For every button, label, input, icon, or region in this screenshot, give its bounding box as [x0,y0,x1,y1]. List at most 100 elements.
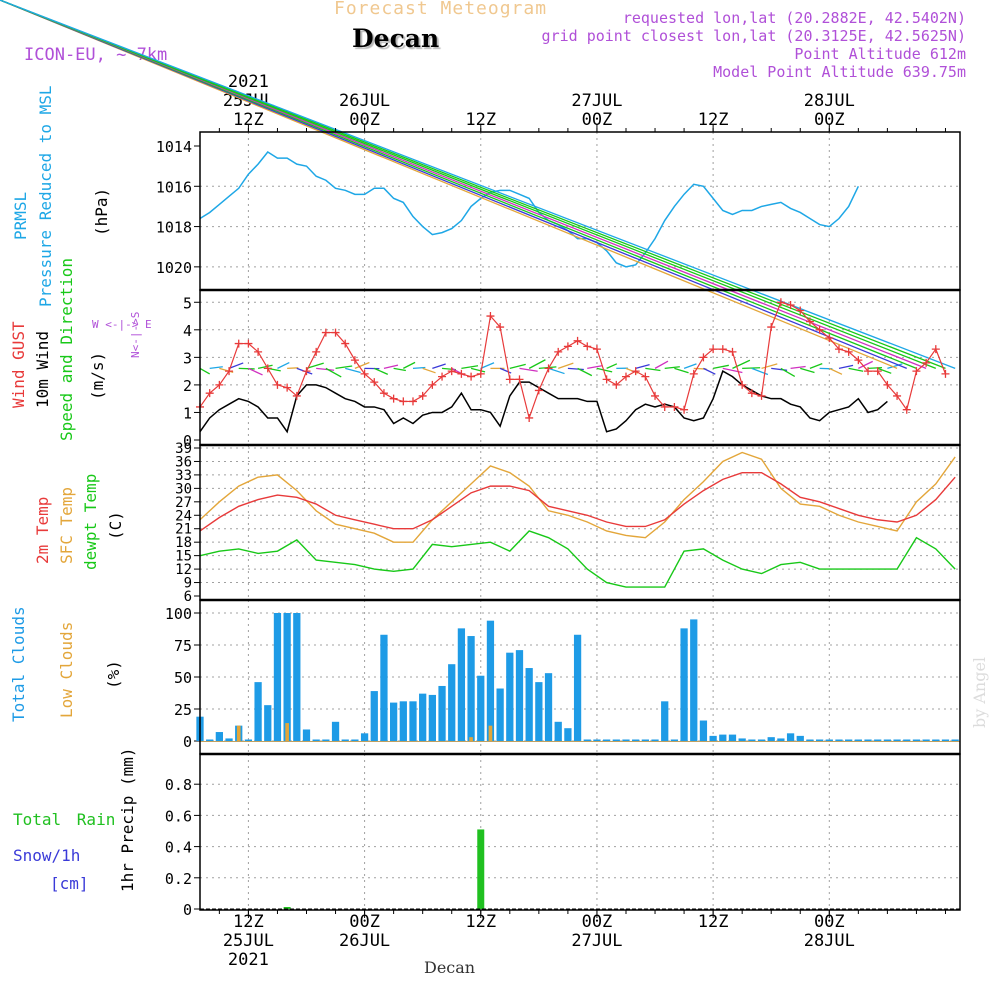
wind-gust-marker [796,306,805,315]
total-cloud-bar [883,739,892,741]
time-axis-label: 00Z 27JUL [552,913,642,951]
total-cloud-bar [544,673,553,741]
cloud-tick-label: 100 [165,605,192,623]
wind-gust-marker [496,323,505,332]
total-cloud-bar [806,739,814,741]
wind-arrow [403,361,416,369]
wind-arrow [0,0,956,369]
time-axis-line: 27JUL [571,91,623,111]
wind-gust-marker [651,391,660,400]
wind-gust-marker [747,389,756,398]
total-cloud-bar [941,739,950,741]
wind-gust-marker [864,367,873,376]
total-cloud-bar [670,739,679,741]
wind-gust-marker [447,367,456,376]
wind-gust-marker [273,380,282,389]
total-cloud-bar [854,739,862,741]
total-cloud-bar [351,739,359,741]
wind-gust-marker [786,301,795,310]
time-axis-line: 00Z [581,110,613,130]
wind-gust-marker [776,298,785,307]
total-cloud-bar [593,739,601,741]
wind-gust-marker [292,391,301,400]
wind-gust-marker [534,386,543,395]
wind-arrow [480,362,495,369]
wind-gust-marker [350,356,359,365]
temp-tick-label: 30 [175,481,192,497]
time-axis-label: 12Z 25JUL 2021 [203,913,293,970]
total-cloud-bar [428,694,436,741]
wind-gust-marker [893,391,902,400]
wind-gust-marker [486,312,495,321]
total-cloud-bar [457,628,466,741]
time-axis-line: 12Z [697,110,729,130]
wind-arrow [374,367,389,375]
wind-arrow [712,364,729,370]
wind-arrow [848,367,864,372]
wind-arrow [722,367,743,374]
total-cloud-bar [602,739,611,741]
pressure-tick-label: 1020 [156,259,192,277]
wind-arrow [345,367,361,374]
wind-arrow [287,367,299,370]
total-cloud-bar [622,739,630,741]
total-cloud-bar [922,739,930,741]
wind-arrow [432,363,446,369]
total-cloud-bar [477,675,485,741]
wind-arrow [257,364,273,370]
model-label: ICON-EU, ~ 7km [24,45,168,65]
time-axis-label: 00Z 28JUL [784,913,874,951]
total-cloud-bar [767,737,775,741]
wind-gust-marker [602,375,611,384]
total-cloud-bar [293,613,301,741]
wind-arrow [742,367,761,370]
wind-tick-label: 1 [183,404,192,422]
t2m-line [199,471,956,532]
wind-gust-marker [205,389,214,398]
low-cloud-bar [236,725,241,741]
total-cloud-bar [254,682,262,741]
wind-gust-marker [321,328,330,337]
wind-gust-marker [834,345,843,354]
faint-title: Forecast Meteogram [334,0,548,19]
total-cloud-bar [786,733,795,741]
wind-gust-marker [263,364,272,373]
wind-gust-marker [234,339,243,348]
cloud-tick-label: 0 [183,733,192,751]
total-cloud-bar [496,688,504,741]
time-axis-line: 12Z [697,912,729,932]
wind-arrow [732,359,751,369]
total-cloud-bar [273,613,282,741]
total-cloud-bar [699,720,708,741]
wind-gust-marker [476,369,485,378]
time-axis-line: 12Z [465,110,497,130]
total-cloud-bar [486,620,495,741]
wind-gust-marker [757,391,766,400]
wind-arrow [800,367,815,374]
wind-arrow [606,363,618,369]
gridlines [200,132,960,910]
total-cloud-bar [360,733,369,741]
wind-arrow [277,362,290,369]
time-axis-line: 00Z [813,110,845,130]
wind-gust-marker [225,367,234,376]
model-altitude: Model Point Altitude 639.75m [713,63,966,81]
time-axis-line: 12Z [465,912,497,932]
total-cloud-bar [448,664,456,741]
wind-gust-marker [428,380,437,389]
wind-gust-marker [680,405,689,414]
wind-tick-label: 4 [183,322,192,340]
time-axis-line: 00Z [813,912,845,932]
panel-frame-temp [199,444,961,601]
wind-arrow [664,366,680,370]
wind-arrow [645,367,661,372]
cloud-tick-label: 50 [174,669,192,687]
wind-arrow [790,365,806,370]
wind-direction-arrows [0,0,956,378]
location-title: Decan [352,24,440,53]
total-cloud-bar [206,739,214,741]
wind-tick-label: 2 [183,377,192,395]
precip-tick-label: 0.4 [165,839,192,857]
wind-arrow [316,367,335,371]
total-cloud-bar [535,682,543,741]
